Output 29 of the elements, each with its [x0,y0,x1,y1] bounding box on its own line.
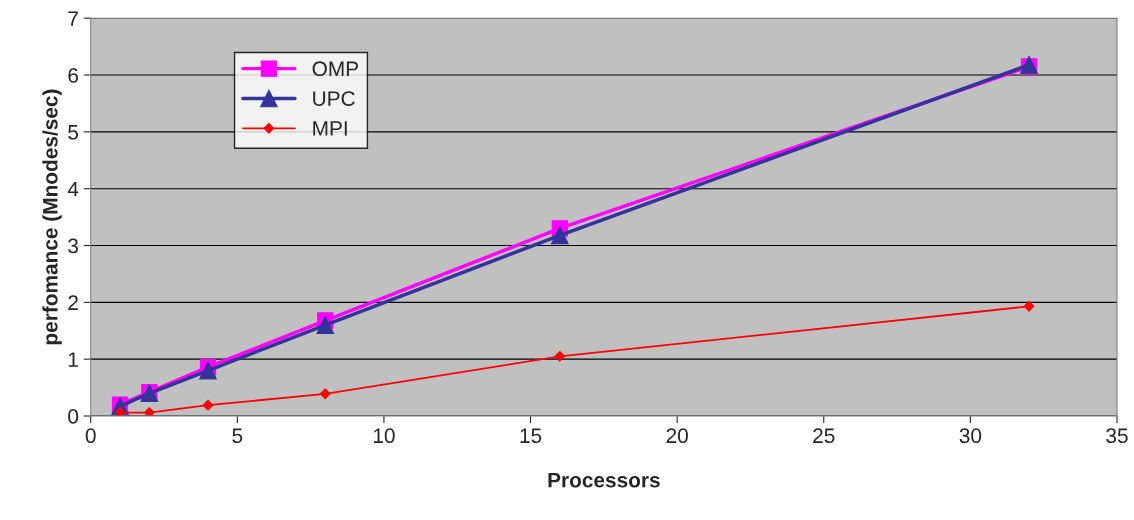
point [1023,300,1035,312]
point [202,399,214,411]
point [199,361,217,380]
point [143,407,155,416]
x-tick-label: 35 [1106,428,1128,444]
x-tick-label: 5 [232,428,243,444]
legend-label: UPC [313,91,355,106]
y-tick-label: 3 [68,238,78,254]
x-tick-label: 20 [666,428,688,444]
y-tick-label: 1 [68,352,78,367]
x-tick-label: 30 [959,428,982,444]
y-tick-label: 2 [68,295,78,310]
x-tick-label: 0 [85,428,96,444]
legend-label: OMP [312,61,358,77]
x-axis-title: Processors [548,472,660,488]
point [551,226,569,245]
x-tick-label: 10 [373,428,395,444]
x-tick-label: 15 [520,428,542,444]
point [554,350,566,362]
x-tick-label: 25 [813,428,835,444]
y-tick-label: 5 [68,125,79,140]
y-tick-label: 0 [68,409,79,424]
point [319,388,331,400]
y-tick-label: 7 [68,11,78,26]
point [316,316,335,334]
y-tick-label: 4 [67,181,79,197]
y-tick-label: 6 [68,68,78,83]
y-axis-title: perfomance (Mnodes/sec) [42,89,62,345]
legend-label: MPI [313,121,347,136]
